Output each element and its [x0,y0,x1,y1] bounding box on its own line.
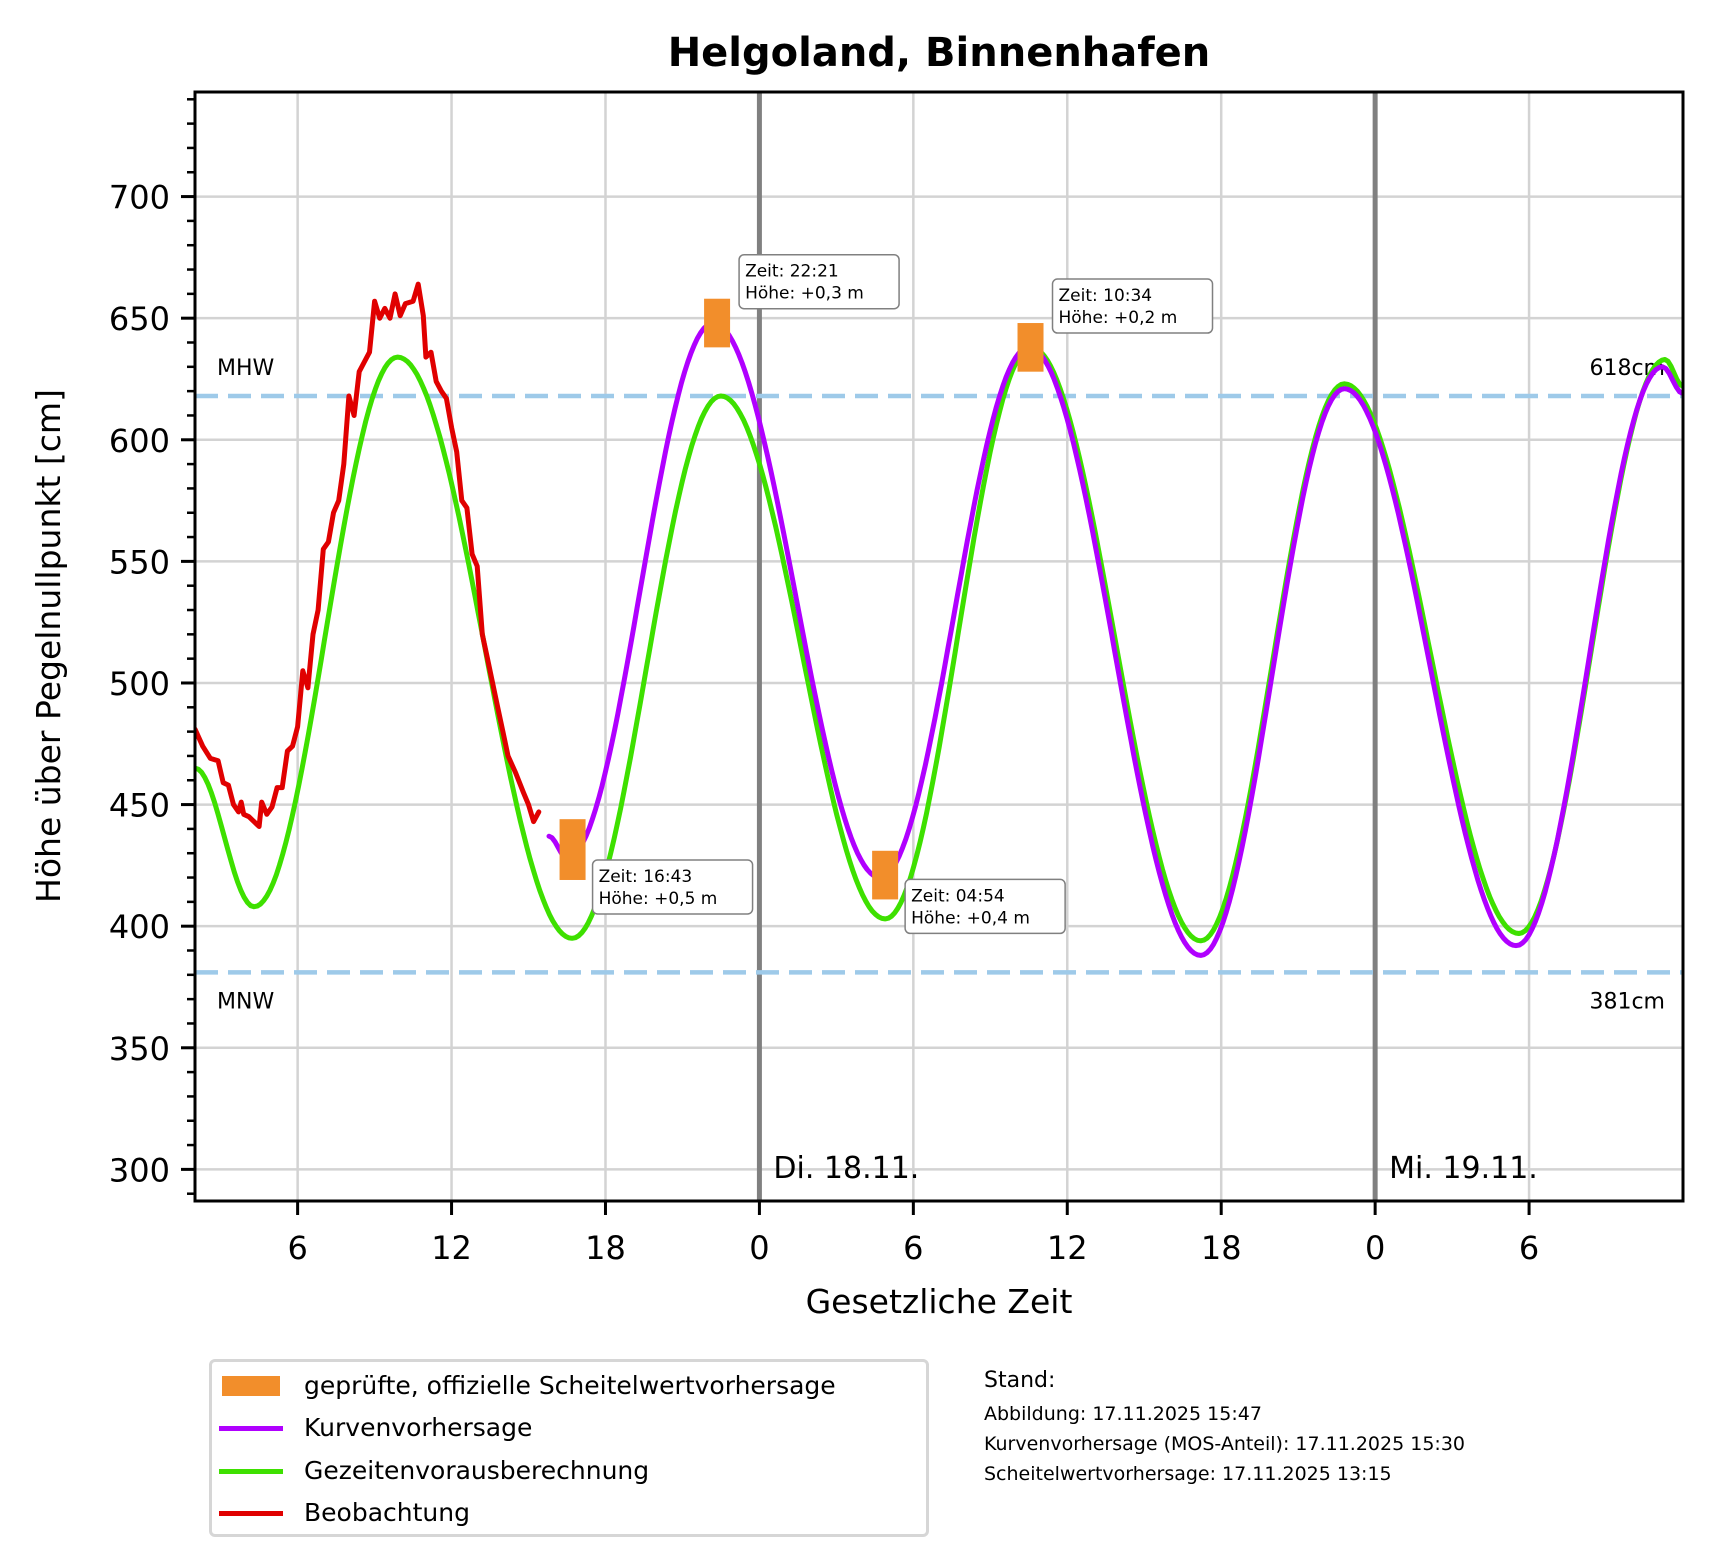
legend-label: geprüfte, offizielle Scheitelwertvorhers… [304,1371,836,1400]
annotation-box [904,878,1066,935]
annotation-time: Zeit: 04:54 [911,886,1005,906]
stand-heading: Stand: [984,1368,1056,1393]
scheitelwert-marker [872,850,899,900]
scheitelwert-marker [1017,323,1044,372]
series-line-kurvenvorhersage [546,320,1683,958]
reference-label-mhw: MHW [217,356,275,381]
x-tick-label: 12 [1047,1229,1088,1267]
annotation-height: Höhe: +0,4 m [911,908,1030,928]
chart-title: Helgoland, Binnenhafen [668,30,1211,76]
annotation-height: Höhe: +0,2 m [1059,308,1178,328]
x-tick-label: 0 [1365,1229,1385,1267]
series-group [195,281,1683,958]
annotation-box [591,859,754,915]
x-tick-label: 6 [1519,1229,1539,1267]
legend-label: Kurvenvorhersage [304,1413,533,1442]
legend: geprüfte, offizielle Scheitelwertvorhers… [209,1359,929,1537]
x-tick-label: 6 [287,1229,307,1267]
x-tick-label: 0 [749,1229,769,1267]
series-line-gezeitenvorausberechnung [195,344,1683,944]
day-label: Mi. 19.11. [1389,1151,1538,1186]
y-tick-label: 400 [109,908,170,946]
y-axis-label: Höhe über Pegelnullpunkt [cm] [29,389,68,903]
stand-info: Stand: Abbildung: 17.11.2025 15:47 Kurve… [984,1368,1465,1489]
y-tick-label: 350 [109,1030,170,1068]
stand-scheitelwertvorhersage: Scheitelwertvorhersage: 17.11.2025 13:15 [984,1463,1392,1485]
purple-line-icon [219,1426,283,1431]
legend-label: Gezeitenvorausberechnung [304,1456,650,1485]
y-tick-label: 500 [109,665,170,703]
scheitelwert-marker [704,298,731,348]
y-tick-label: 450 [109,787,170,825]
annotation-box [738,253,900,310]
reference-value-mnw: 381cm [1589,989,1665,1014]
tide-chart: Helgoland, Binnenhafen Di. 18.11. Mi. 19.… [29,30,1685,1321]
y-tick-label: 650 [109,300,170,338]
series-line-beobachtung [195,281,542,829]
stand-kurvenvorhersage: Kurvenvorhersage (MOS-Anteil): 17.11.202… [984,1433,1465,1455]
x-tick-label: 18 [1201,1229,1242,1267]
y-tick-label: 700 [109,179,170,217]
stand-abbildung: Abbildung: 17.11.2025 15:47 [984,1403,1262,1425]
x-axis-label: Gesetzliche Zeit [806,1282,1073,1321]
annotation-box [1051,278,1214,334]
y-tick-label: 300 [109,1151,170,1189]
legend-label: Beobachtung [304,1498,470,1527]
red-line-icon [219,1511,283,1516]
day-label: Di. 18.11. [773,1151,919,1186]
x-tick-label: 18 [585,1229,626,1267]
reference-label-mnw: MNW [217,989,274,1014]
annotation-time: Zeit: 22:21 [745,262,839,282]
x-tick-label: 6 [903,1229,923,1267]
axes-frame [193,90,1685,1203]
x-tick-label: 12 [431,1229,472,1267]
scheitelwert-marker [559,819,586,880]
green-line-icon [219,1469,283,1474]
annotation-height: Höhe: +0,3 m [745,284,864,304]
orange-patch-icon [222,1376,280,1396]
y-tick-label: 600 [109,422,170,460]
annotation-height: Höhe: +0,5 m [599,889,718,909]
y-tick-label: 550 [109,543,170,581]
annotation-time: Zeit: 10:34 [1059,286,1153,306]
annotation-time: Zeit: 16:43 [599,867,693,887]
